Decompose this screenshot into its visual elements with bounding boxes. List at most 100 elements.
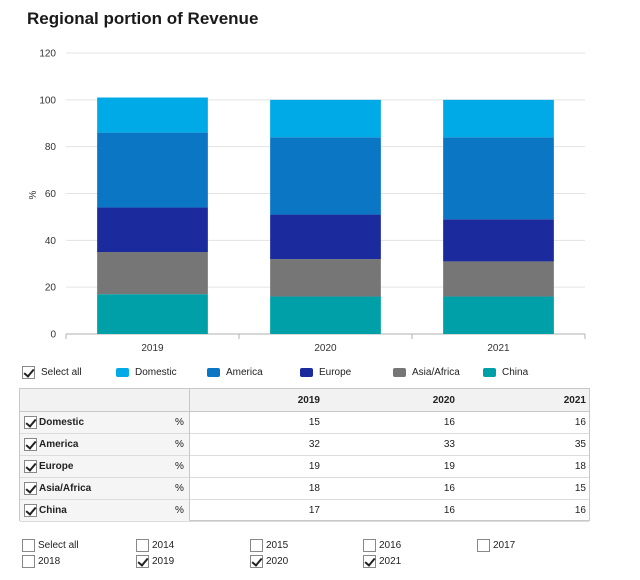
year-item-2014[interactable]: 2014 [136,538,174,552]
year-select-all-checkbox[interactable] [22,538,35,552]
row-name-asia-africa: Asia/Africa [39,483,92,494]
year-item-2018[interactable]: 2018 [22,554,60,568]
legend-select-all-checkbox[interactable] [22,365,35,379]
legend-item-asia-africa[interactable]: Asia/Africa [393,365,460,379]
year-filter: Select all 2014 2015 2016 2017 2018 2019… [22,538,622,578]
bar-segment-asia-africa-2020[interactable] [270,259,381,297]
x-tick-label: 2019 [141,343,164,354]
year-checkbox-2015[interactable] [250,538,263,552]
year-checkbox-2016[interactable] [363,538,376,552]
y-tick-label: 0 [50,330,56,341]
table-cell: 16 [443,483,455,494]
year-checkbox-2014[interactable] [136,538,149,552]
legend-item-europe[interactable]: Europe [300,365,351,379]
row-unit: % [175,417,184,428]
table-cell: 19 [443,461,455,472]
table-header-2020: 2020 [432,395,455,406]
table-header-2021: 2021 [563,395,586,406]
year-label-2016: 2016 [379,539,402,551]
table-cell: 18 [308,483,320,494]
row-name-europe: Europe [39,461,74,472]
legend-select-all[interactable]: Select all [22,365,82,379]
table-header-2019: 2019 [297,395,320,406]
x-tick-label: 2020 [314,343,337,354]
year-checkbox-2020[interactable] [250,554,263,568]
year-checkbox-2019[interactable] [136,554,149,568]
row-label-america[interactable]: America % [20,434,189,455]
legend-item-america[interactable]: America [207,365,263,379]
row-label-europe[interactable]: Europe % [20,456,189,477]
row-checkbox-america[interactable] [24,438,37,451]
table-cell: 16 [443,505,455,516]
y-axis-label: % [28,190,39,199]
row-unit: % [175,439,184,450]
year-select-all-label: Select all [38,539,79,551]
legend-label-america: America [226,366,263,378]
row-unit: % [175,505,184,516]
table-row: Asia/Africa % 18 16 15 [20,478,589,500]
row-unit: % [175,461,184,472]
table-row: Europe % 19 19 18 [20,456,589,478]
year-item-2021[interactable]: 2021 [363,554,401,568]
table-cell: 16 [443,417,455,428]
row-checkbox-china[interactable] [24,504,37,517]
year-label-2017: 2017 [493,539,516,551]
row-checkbox-asia-africa[interactable] [24,482,37,495]
year-label-2015: 2015 [266,539,289,551]
bar-segment-china-2019[interactable] [97,294,208,334]
legend-label-asia-africa: Asia/Africa [412,366,460,378]
y-tick-label: 20 [45,283,57,294]
bar-segment-china-2020[interactable] [270,296,381,334]
bar-segment-america-2020[interactable] [270,137,381,215]
year-item-2020[interactable]: 2020 [250,554,288,568]
table-cell: 18 [574,461,586,472]
row-name-domestic: Domestic [39,417,85,428]
table-cell: 16 [574,505,586,516]
bar-segment-domestic-2020[interactable] [270,99,381,138]
legend-swatch-china [483,367,496,377]
row-name-america: America [39,439,79,450]
bar-segment-america-2019[interactable] [97,132,208,208]
year-label-2014: 2014 [152,539,175,551]
legend-label-europe: Europe [319,366,352,378]
legend-swatch-europe [300,367,313,377]
table-row: Domestic % 15 16 16 [20,412,589,434]
bar-segment-europe-2019[interactable] [97,207,208,253]
year-checkbox-2021[interactable] [363,554,376,568]
bar-segment-europe-2021[interactable] [443,219,554,262]
y-tick-label: 100 [39,95,56,106]
year-checkbox-2018[interactable] [22,554,35,568]
table-cell: 35 [574,439,586,450]
table-cell: 19 [308,461,320,472]
row-name-china: China [39,505,67,516]
bar-segment-europe-2020[interactable] [270,214,381,260]
year-item-2015[interactable]: 2015 [250,538,288,552]
year-select-all[interactable]: Select all [22,538,79,552]
legend-item-domestic[interactable]: Domestic [116,365,177,379]
table-cell: 15 [308,417,320,428]
table-row: China % 17 16 16 [20,500,589,522]
bar-segment-america-2021[interactable] [443,137,554,220]
row-checkbox-europe[interactable] [24,460,37,473]
year-label-2021: 2021 [379,555,402,567]
stacked-bar-chart: 0 20 40 60 80 100 120 2019 2020 2021 % [28,49,586,354]
year-item-2017[interactable]: 2017 [477,538,515,552]
table-header: 2019 2020 2021 [20,389,589,412]
row-checkbox-domestic[interactable] [24,416,37,429]
row-label-asia-africa[interactable]: Asia/Africa % [20,478,189,499]
data-table: 2019 2020 2021 Domestic % 15 16 16 Ameri… [19,388,590,522]
bar-segment-domestic-2021[interactable] [443,99,554,138]
row-unit: % [175,483,184,494]
bar-segment-asia-africa-2021[interactable] [443,261,554,297]
legend-swatch-domestic [116,367,129,377]
legend: Select all Domestic America Europe Asia/… [22,365,622,381]
year-item-2016[interactable]: 2016 [363,538,401,552]
row-label-china[interactable]: China % [20,500,189,521]
bar-segment-asia-africa-2019[interactable] [97,252,208,295]
row-label-domestic[interactable]: Domestic % [20,412,189,433]
legend-item-china[interactable]: China [483,365,528,379]
bar-segment-china-2021[interactable] [443,296,554,334]
year-checkbox-2017[interactable] [477,538,490,552]
year-item-2019[interactable]: 2019 [136,554,174,568]
bar-segment-domestic-2019[interactable] [97,97,208,133]
